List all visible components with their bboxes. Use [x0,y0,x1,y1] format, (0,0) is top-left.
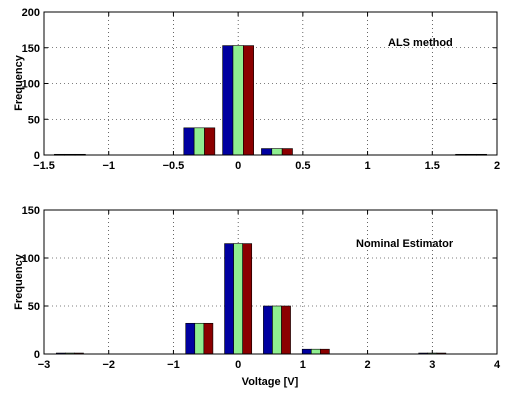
x-tick-labels: −1.5 −1 −0.5 0 0.5 1 1.5 2 [33,160,500,172]
histogram-bar-stripe [185,322,196,355]
x-tick-label: 4 [494,359,501,371]
nominal-estimator-histogram-panel: −3 −2 −1 0 1 2 3 4 0 50 100 150 Frequency Nominal … [13,205,501,388]
y-axis-label: Frequency [13,253,25,310]
x-tick-label: −2 [102,359,115,371]
x-tick-label: 1 [365,160,371,172]
histogram-bar-stripe [263,305,273,355]
y-tick-label: 100 [22,79,40,91]
histogram-bar-stripe [183,127,195,156]
x-tick-label: −1 [102,160,115,172]
histogram-bar-stripe [320,348,330,355]
y-tick-label: 100 [22,253,40,265]
plot-frame [43,209,498,355]
x-tick-label: 0 [235,359,241,371]
histogram-bar [263,305,291,355]
als-histogram-panel: −1.5 −1 −0.5 0 0.5 1 1.5 2 0 50 100 150 200 Frequen… [13,7,500,172]
histogram-bar [185,322,214,355]
histogram-bar-stripe [222,45,234,156]
y-tick-label: 150 [22,205,40,217]
histogram-bar-stripe [204,127,216,156]
histogram-bar-stripe [261,148,273,156]
histogram-bar-stripe [271,148,283,156]
y-tick-label: 0 [34,150,40,162]
y-tick-label: 50 [28,114,40,126]
y-tick-labels: 0 50 100 150 [22,205,40,361]
histogram-bars [54,45,487,156]
x-tick-label: 2 [365,359,371,371]
x-tick-label: −1 [167,359,180,371]
y-tick-label: 200 [22,7,40,19]
histogram-bar [301,348,330,355]
y-tick-label: 150 [22,43,40,55]
als-method-annotation: ALS method [388,37,453,49]
x-tick-label: −0.5 [163,160,185,172]
x-tick-labels: −3 −2 −1 0 1 2 3 4 [38,359,501,371]
histogram-bar-stripe [281,148,293,156]
nominal-estimator-annotation: Nominal Estimator [356,238,454,250]
histogram-bar [261,148,293,156]
x-tick-label: −3 [38,359,51,371]
plot-frame [43,11,498,156]
histogram-bar-stripe [194,322,205,355]
histogram-bar-stripe [272,305,282,355]
histogram-bar [222,45,254,156]
histogram-bar-stripe [232,45,244,156]
histogram-bar [183,127,216,156]
histogram-bar-stripe [242,243,253,355]
x-axis-label: Voltage [V] [242,376,299,388]
histogram-bar-stripe [224,243,234,355]
y-tick-label: 50 [28,301,40,313]
histogram-bar-stripe [301,348,312,355]
grid-lines [43,11,498,156]
histogram-bar [224,243,253,355]
y-tick-label: 0 [34,349,40,361]
histogram-bar-stripe [243,45,254,156]
histogram-bar-stripe [281,305,291,355]
x-tick-label: 3 [429,359,435,371]
x-tick-label: 1.5 [425,160,440,172]
histogram-bar-stripe [310,348,321,355]
x-tick-label: 0.5 [295,160,310,172]
x-tick-label: 0 [235,160,241,172]
histogram-bar-stripe [203,322,214,355]
histogram-bar-stripe [193,127,205,156]
histogram-bar-stripe [233,243,243,355]
y-tick-labels: 0 50 100 150 200 [22,7,40,162]
x-tick-label: 1 [300,359,306,371]
x-tick-label: −1.5 [33,160,55,172]
histogram-bars [55,243,447,355]
x-tick-label: 2 [494,160,500,172]
y-axis-label: Frequency [13,54,25,111]
